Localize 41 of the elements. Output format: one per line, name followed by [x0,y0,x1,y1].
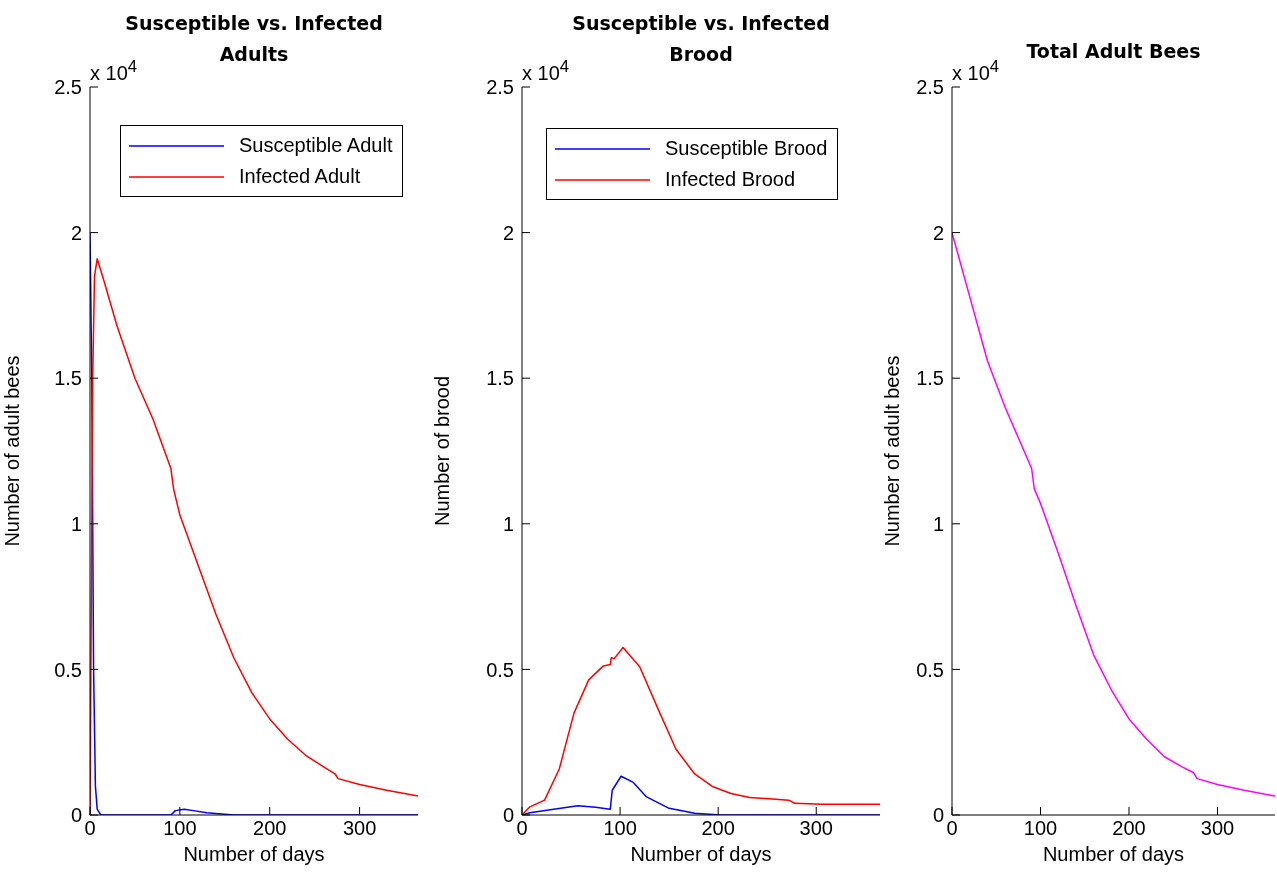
text: x 10$^{4}$ [952,57,1000,85]
legend-label: Susceptible Brood [665,136,828,161]
x-tick-label: 100 [603,817,637,840]
x-tick-label: 100 [1023,817,1058,840]
y-tick-label: 0.5 [916,658,944,681]
chart-title: Susceptible vs. Infected Brood [572,12,830,65]
legend-label: Infected Brood [665,167,796,192]
x-axis-title: Number of days [630,843,772,865]
x-tick-label: 300 [799,817,833,840]
x-tick-label: 0 [516,817,528,840]
y-tick-label: 2.5 [916,76,944,99]
x-axis-title: Number of days [1042,843,1185,865]
y-axis-title: Number of adult bees [881,355,904,547]
y-tick-label: 0.5 [54,658,82,681]
x-tick-label: 300 [342,817,377,840]
y-tick-label: 1 [70,512,82,535]
y-tick-label: 1 [932,512,944,535]
x-tick-label: 200 [253,817,287,840]
x-tick-label: 300 [1200,817,1235,840]
y-axis-title: Number of brood [431,375,454,527]
y-tick-label: 2.5 [54,76,82,99]
x-tick-label: 200 [701,817,735,840]
chart-title: Total Adult Bees [1026,40,1201,62]
y-axis-title: Number of adult bees [1,355,24,547]
text: x 10$^{4}$ [522,57,570,85]
x-tick-label: 100 [163,817,197,840]
y-tick-label: 2.5 [486,76,514,99]
y-tick-label: 0.5 [486,658,514,681]
y-tick-label: 1 [502,512,514,535]
y-tick-label: 1.5 [54,367,82,390]
y-tick-label: 1.5 [486,367,514,390]
y-tick-label: 2 [932,221,944,244]
x-tick-label: 0 [84,817,96,840]
y-tick-label: 2 [70,221,82,244]
legend-label: Susceptible Adult [239,133,393,158]
x-axis-title: Number of days [183,843,325,865]
y-tick-label: 1.5 [916,367,944,390]
x-tick-label: 0 [946,817,958,840]
legend-label: Infected Adult [239,164,361,189]
x-tick-label: 200 [1112,817,1146,840]
y-tick-label: 2 [502,221,514,244]
